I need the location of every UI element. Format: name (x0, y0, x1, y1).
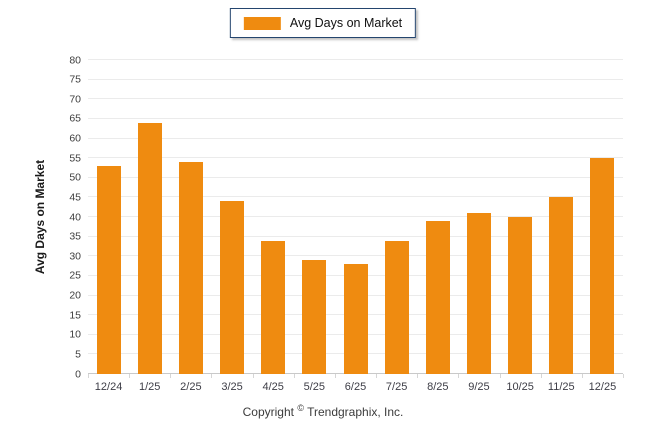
copyright-text: Copyright © Trendgraphix, Inc. (0, 403, 646, 419)
x-tickmark-5 (293, 374, 295, 378)
x-tickmark-1 (129, 374, 131, 378)
bar-1/25 (137, 122, 162, 374)
y-tick-label-65: 65 (69, 112, 81, 125)
x-tickmark-11 (540, 374, 542, 378)
gridline-70 (88, 98, 623, 100)
copyright-prefix: Copyright (242, 405, 294, 419)
x-tick-label-7/25: 7/25 (385, 381, 408, 393)
legend-label: Avg Days on Market (289, 16, 403, 30)
y-tick-label-50: 50 (69, 171, 81, 184)
y-axis-title: Avg Days on Market (33, 159, 47, 275)
x-tick-label-12/25: 12/25 (588, 381, 617, 393)
gridline-35 (88, 235, 623, 237)
x-tick-label-1/25: 1/25 (139, 381, 161, 393)
gridline-40 (88, 216, 623, 217)
x-tick-label-4/25: 4/25 (262, 381, 284, 393)
x-tick-label-9/25: 9/25 (468, 381, 490, 393)
plot-area: 0 5 10 15 20 25 30 35 40 45 50 55 60 65 70 75 80 12/24 1/2… (69, 55, 624, 393)
x-tick-label-11/25: 11/25 (547, 381, 575, 393)
bar-8/25 (425, 220, 450, 374)
y-tick-label-70: 70 (69, 93, 81, 105)
x-tickmark-3 (211, 374, 213, 378)
y-tick-label-25: 25 (69, 269, 81, 282)
y-tick-label-30: 30 (69, 250, 81, 262)
copyright-suffix: Trendgraphix, Inc. (307, 405, 404, 419)
x-tickmark-9 (458, 374, 460, 378)
gridline-65 (88, 117, 623, 119)
gridline-55 (88, 157, 623, 159)
gridline-50 (88, 176, 623, 178)
legend-box: Avg Days on Market (229, 8, 417, 38)
x-tickmark-7 (376, 374, 378, 378)
gridline-75 (88, 78, 623, 80)
x-tick-label-12/24: 12/24 (94, 381, 123, 393)
x-tickmark-10 (499, 374, 501, 378)
bar-7/25 (384, 240, 409, 374)
x-tickmark-8 (417, 374, 419, 378)
legend-swatch-icon (243, 16, 281, 30)
bar-11/25 (549, 197, 574, 374)
x-tickmark-0 (88, 374, 89, 378)
x-tick-label-10/25: 10/25 (506, 381, 534, 393)
bar-5/25 (302, 260, 327, 374)
x-tick-label-5/25: 5/25 (303, 381, 326, 393)
y-tick-label-10: 10 (69, 328, 81, 341)
x-tickmark-6 (334, 374, 336, 378)
x-tick-label-6/25: 6/25 (344, 381, 367, 393)
x-tickmark-4 (252, 374, 254, 378)
y-tick-label-75: 75 (69, 73, 81, 86)
y-tick-label-55: 55 (69, 151, 81, 164)
y-tick-label-80: 80 (69, 53, 81, 66)
bar-3/25 (220, 201, 245, 374)
y-tick-label-40: 40 (69, 210, 81, 223)
copyright-symbol: © (297, 403, 304, 413)
y-tick-label-35: 35 (69, 230, 81, 243)
y-tick-label-45: 45 (69, 191, 81, 204)
y-tick-label-0: 0 (75, 367, 81, 380)
x-tick-label-8/25: 8/25 (427, 381, 449, 393)
x-tick-label-3/25: 3/25 (221, 381, 243, 393)
bar-6/25 (343, 264, 368, 374)
gridline-60 (88, 137, 623, 139)
bar-9/25 (466, 213, 491, 374)
gridline-80 (88, 59, 623, 60)
bar-12/25 (590, 158, 615, 374)
gridline-30 (88, 255, 623, 257)
y-tick-label-60: 60 (69, 132, 81, 145)
gridline-45 (88, 196, 623, 198)
bar-4/25 (261, 240, 286, 374)
x-tickmark-13 (623, 374, 624, 378)
bar-2/25 (178, 162, 203, 374)
bar-10/25 (508, 217, 533, 374)
bar-12/24 (96, 165, 121, 374)
x-tickmark-2 (170, 374, 172, 378)
y-tick-label-5: 5 (75, 348, 81, 361)
y-tick-label-15: 15 (69, 308, 81, 321)
y-tick-label-20: 20 (69, 289, 81, 302)
x-tickmark-12 (581, 374, 583, 378)
x-tick-label-2/25: 2/25 (180, 381, 202, 393)
